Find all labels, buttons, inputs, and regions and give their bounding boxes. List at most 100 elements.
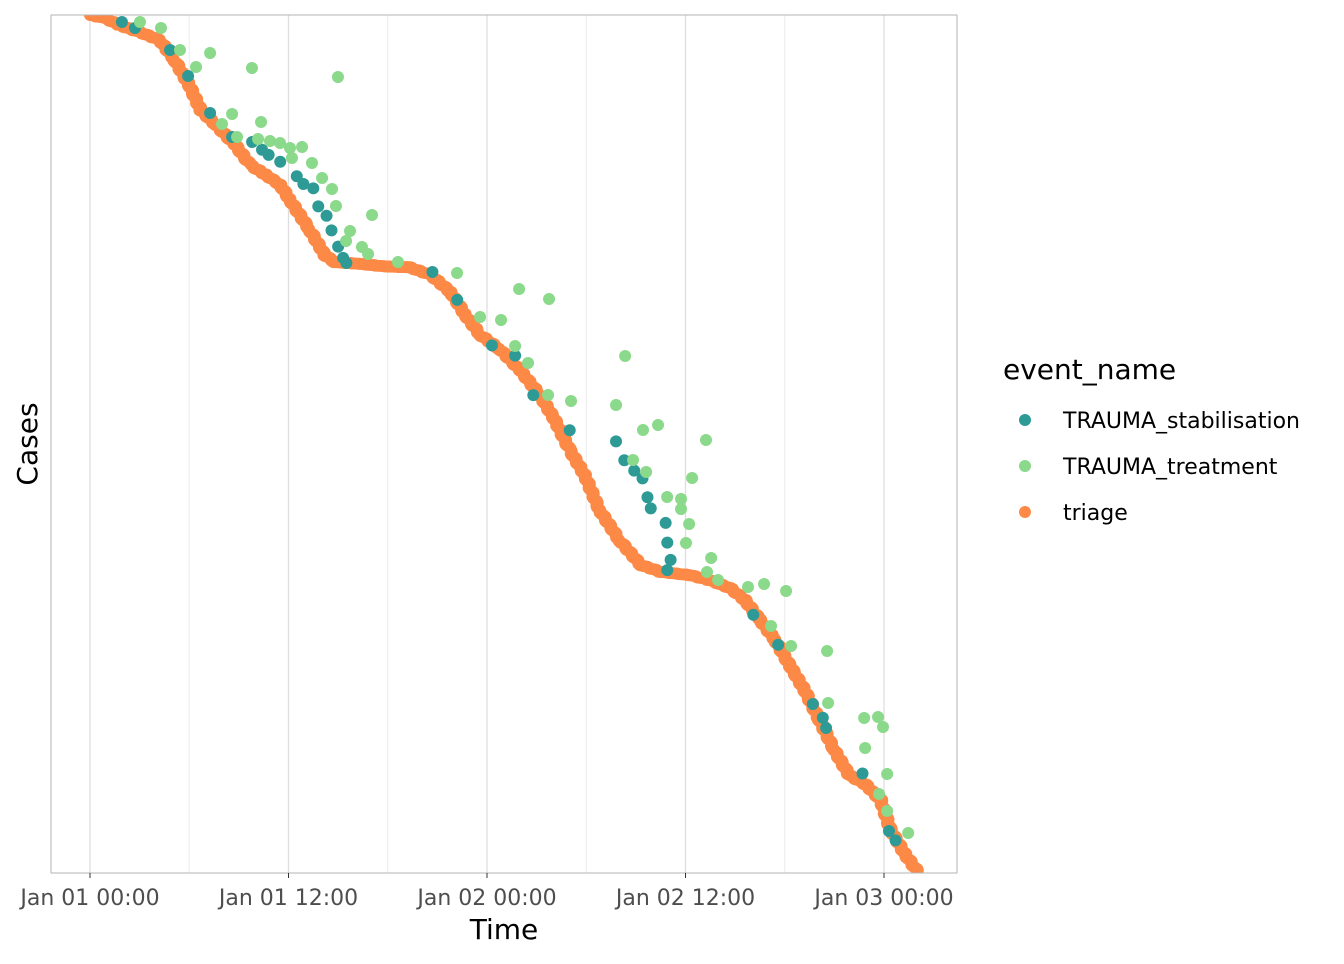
series-trauma_treatment <box>133 16 915 840</box>
trauma_stabilisation-point <box>307 182 320 195</box>
trauma_treatment-point <box>873 787 886 800</box>
trauma_treatment-point <box>543 292 556 305</box>
trauma_treatment-point <box>252 132 265 145</box>
trauma_treatment-point <box>700 433 713 446</box>
plot-panel-border <box>50 14 958 874</box>
trauma_stabilisation-point <box>618 454 631 467</box>
trauma_treatment-point <box>173 44 186 57</box>
legend-key-stabilisation <box>1019 414 1031 426</box>
trauma_treatment-point <box>780 584 793 597</box>
trauma_treatment-point <box>686 471 699 484</box>
legend-key-triage <box>1019 506 1031 518</box>
trauma_stabilisation-point <box>262 148 275 161</box>
trauma_stabilisation-point <box>204 106 217 119</box>
trauma_treatment-point <box>902 827 915 840</box>
trauma_stabilisation-point <box>297 178 310 191</box>
trauma_stabilisation-point <box>485 339 498 352</box>
legend-item-stabilisation: TRAUMA_stabilisation <box>1019 409 1300 434</box>
trauma_stabilisation-point <box>426 265 439 278</box>
trauma_treatment-point <box>877 720 890 733</box>
trauma_treatment-point <box>542 389 555 402</box>
x-tick-label: Jan 02 12:00 <box>614 886 755 911</box>
trauma_treatment-point <box>392 256 405 269</box>
trauma_treatment-point <box>675 492 688 505</box>
trauma_stabilisation-point <box>115 16 128 29</box>
legend-title: event_name <box>1003 353 1176 386</box>
trauma_treatment-point <box>610 398 623 411</box>
trauma_treatment-point <box>758 578 771 591</box>
legend-item-treatment: TRAUMA_treatment <box>1019 455 1278 480</box>
trauma_stabilisation-point <box>806 697 819 710</box>
trauma_treatment-point <box>679 537 692 550</box>
y-axis-title: Cases <box>11 402 44 485</box>
trauma_treatment-point <box>513 282 526 295</box>
trauma_treatment-point <box>661 491 674 504</box>
trauma_stabilisation-point <box>274 155 287 168</box>
trauma_treatment-point <box>636 424 649 437</box>
trauma_treatment-point <box>340 234 353 247</box>
x-tick-label: Jan 01 00:00 <box>18 886 159 911</box>
trauma_stabilisation-point <box>664 553 677 566</box>
trauma_treatment-point <box>785 639 798 652</box>
trauma_stabilisation-point <box>340 256 353 269</box>
trauma_stabilisation-point <box>772 638 785 651</box>
trauma_treatment-point <box>344 224 357 237</box>
trauma_treatment-point <box>283 141 296 154</box>
trauma_stabilisation-point <box>325 224 338 237</box>
trauma_treatment-point <box>652 419 665 432</box>
trauma_treatment-point <box>565 395 578 408</box>
trauma_stabilisation-point <box>320 209 333 222</box>
trauma_treatment-point <box>742 581 755 594</box>
trauma_treatment-point <box>705 552 718 565</box>
x-tick-label: Jan 02 00:00 <box>415 886 556 911</box>
trauma_treatment-point <box>245 62 258 75</box>
trauma_treatment-point <box>474 311 487 324</box>
trauma_stabilisation-point <box>661 536 674 549</box>
trauma_stabilisation-point <box>509 349 522 362</box>
trauma_treatment-point <box>154 22 167 35</box>
trauma_treatment-point <box>366 208 379 221</box>
legend: event_name TRAUMA_stabilisation TRAUMA_t… <box>1003 353 1300 526</box>
trauma_treatment-point <box>640 465 653 478</box>
trauma_treatment-point <box>296 140 309 153</box>
trauma_stabilisation-point <box>628 464 641 477</box>
legend-key-treatment <box>1019 460 1031 472</box>
trauma_stabilisation-point <box>856 767 869 780</box>
trauma_treatment-point <box>133 16 146 29</box>
trauma_treatment-point <box>858 711 871 724</box>
series-triage <box>84 15 924 873</box>
x-axis-title: Time <box>469 913 539 946</box>
x-axis: Jan 01 00:00 Jan 01 12:00 Jan 02 00:00 Jan … <box>18 873 954 911</box>
trauma_stabilisation-point <box>661 564 674 577</box>
trauma_treatment-point <box>274 137 287 150</box>
trauma_treatment-point <box>226 108 239 121</box>
trauma_treatment-point <box>859 741 872 754</box>
trauma_treatment-point <box>683 517 696 530</box>
trauma_stabilisation-point <box>451 293 464 306</box>
trauma_treatment-point <box>190 60 203 73</box>
trauma_treatment-point <box>285 152 298 165</box>
trauma_stabilisation-point <box>816 711 829 724</box>
trauma_treatment-point <box>701 566 714 579</box>
trauma_treatment-point <box>216 117 229 130</box>
x-tick-label: Jan 01 12:00 <box>217 886 358 911</box>
legend-label-triage: triage <box>1063 501 1128 526</box>
trauma_treatment-point <box>509 340 522 353</box>
trauma_stabilisation-point <box>659 516 672 529</box>
x-tick-label: Jan 03 00:00 <box>812 886 953 911</box>
trauma_treatment-point <box>619 349 632 362</box>
trauma_treatment-point <box>305 157 318 170</box>
trauma_treatment-point <box>822 697 835 710</box>
trauma_treatment-point <box>263 135 276 148</box>
trauma_treatment-point <box>627 453 640 466</box>
trauma_treatment-point <box>495 314 508 327</box>
trauma_treatment-point <box>522 357 535 370</box>
trauma_treatment-point <box>675 503 688 516</box>
grid-lines <box>89 15 885 873</box>
trauma_treatment-point <box>362 248 375 261</box>
data-points <box>84 15 924 873</box>
trauma_stabilisation-point <box>644 502 657 515</box>
trauma_stabilisation-point <box>563 424 576 437</box>
legend-item-triage: triage <box>1019 501 1128 526</box>
